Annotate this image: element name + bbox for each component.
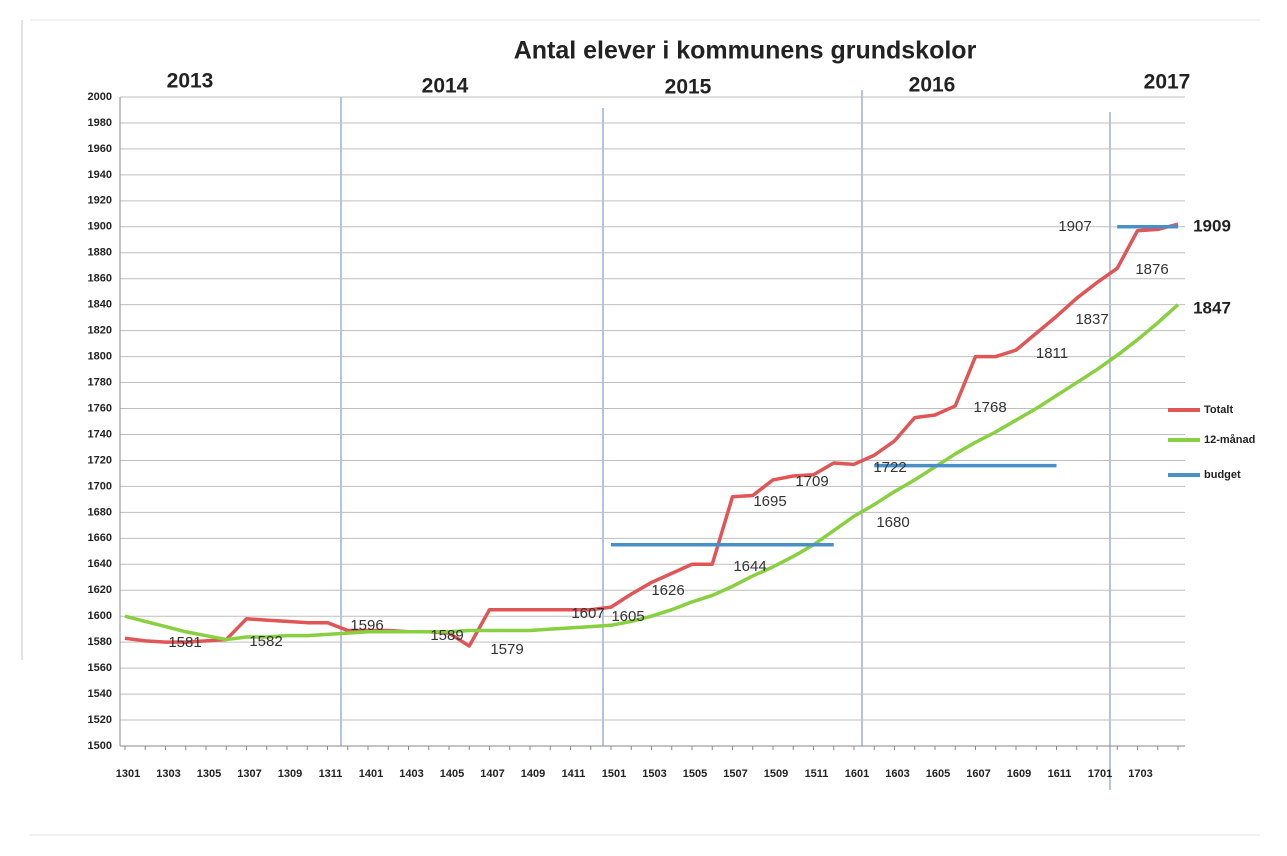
x-tick-label: 1507 bbox=[723, 768, 747, 780]
x-tick-label: 1409 bbox=[521, 768, 545, 780]
y-tick-label: 1960 bbox=[88, 143, 112, 155]
x-tick-label: 1701 bbox=[1088, 768, 1112, 780]
data-annotation: 1909 bbox=[1193, 216, 1231, 235]
data-annotation: 1626 bbox=[651, 582, 684, 599]
x-tick-label: 1405 bbox=[440, 768, 464, 780]
year-label: 2015 bbox=[665, 76, 712, 99]
data-annotation: 1581 bbox=[168, 634, 201, 651]
x-tick-label: 1501 bbox=[602, 768, 626, 780]
y-tick-label: 1620 bbox=[88, 584, 112, 596]
x-tick-label: 1605 bbox=[926, 768, 950, 780]
y-tick-label: 1740 bbox=[88, 428, 112, 440]
y-tick-label: 1580 bbox=[88, 636, 112, 648]
data-annotation: 1579 bbox=[490, 641, 523, 658]
data-annotation: 1876 bbox=[1135, 261, 1168, 278]
data-annotation: 1907 bbox=[1058, 218, 1091, 235]
x-tick-label: 1401 bbox=[359, 768, 383, 780]
y-tick-label: 1900 bbox=[88, 221, 112, 233]
data-annotation: 1680 bbox=[876, 514, 909, 531]
x-tick-label: 1305 bbox=[197, 768, 221, 780]
x-tick-label: 1607 bbox=[966, 768, 990, 780]
x-tick-label: 1611 bbox=[1048, 768, 1072, 780]
x-tick-label: 1505 bbox=[683, 768, 707, 780]
y-tick-label: 1980 bbox=[88, 117, 112, 129]
year-label: 2017 bbox=[1144, 71, 1191, 94]
data-annotation: 1607 bbox=[571, 605, 604, 622]
x-tick-label: 1403 bbox=[399, 768, 423, 780]
legend-label: 12-månad bbox=[1204, 434, 1255, 446]
x-tick-label: 1311 bbox=[319, 768, 343, 780]
x-tick-label: 1301 bbox=[116, 768, 140, 780]
y-tick-label: 1820 bbox=[88, 325, 112, 337]
x-tick-label: 1703 bbox=[1128, 768, 1152, 780]
data-annotation: 1644 bbox=[733, 558, 766, 575]
x-tick-label: 1303 bbox=[156, 768, 180, 780]
legend-label: budget bbox=[1204, 469, 1241, 481]
y-tick-label: 1680 bbox=[88, 506, 112, 518]
data-annotation: 1709 bbox=[795, 473, 828, 490]
data-annotation: 1589 bbox=[430, 627, 463, 644]
y-tick-label: 1660 bbox=[88, 532, 112, 544]
y-tick-label: 1780 bbox=[88, 376, 112, 388]
y-tick-label: 1860 bbox=[88, 273, 112, 285]
data-annotation: 1811 bbox=[1036, 345, 1068, 362]
data-annotation: 1768 bbox=[973, 399, 1006, 416]
year-separators bbox=[340, 90, 1111, 790]
y-tick-label: 1800 bbox=[88, 351, 112, 363]
chart-title: Antal elever i kommunens grundskolor bbox=[514, 37, 977, 65]
y-tick-label: 1920 bbox=[88, 195, 112, 207]
x-tick-label: 1509 bbox=[764, 768, 788, 780]
data-annotation: 1605 bbox=[611, 608, 644, 625]
x-tick-label: 1609 bbox=[1007, 768, 1031, 780]
x-tick-label: 1503 bbox=[642, 768, 666, 780]
series-line bbox=[124, 303, 1180, 642]
legend-label: Totalt bbox=[1204, 404, 1233, 416]
data-annotation: 1582 bbox=[249, 633, 282, 650]
y-tick-label: 1880 bbox=[88, 247, 112, 259]
x-tick-label: 1511 bbox=[805, 768, 829, 780]
y-tick-label: 1500 bbox=[88, 740, 112, 752]
y-tick-label: 1640 bbox=[88, 558, 112, 570]
data-annotation: 1695 bbox=[753, 493, 786, 510]
data-annotation: 1837 bbox=[1075, 311, 1108, 328]
y-tick-label: 1760 bbox=[88, 402, 112, 414]
x-tick-label: 1307 bbox=[237, 768, 261, 780]
year-label: 2014 bbox=[422, 75, 469, 98]
y-tick-label: 1520 bbox=[88, 714, 112, 726]
y-tick-label: 1720 bbox=[88, 454, 112, 466]
data-annotation: 1722 bbox=[873, 459, 906, 476]
year-label: 2013 bbox=[167, 70, 214, 93]
y-tick-label: 1840 bbox=[88, 299, 112, 311]
series-line bbox=[124, 222, 1179, 648]
y-tick-label: 1560 bbox=[88, 662, 112, 674]
y-tick-label: 1940 bbox=[88, 169, 112, 181]
x-tick-label: 1309 bbox=[278, 768, 302, 780]
y-tick-label: 1600 bbox=[88, 610, 112, 622]
x-tick-label: 1411 bbox=[562, 768, 586, 780]
x-tick-label: 1603 bbox=[885, 768, 909, 780]
x-tick-label: 1407 bbox=[480, 768, 504, 780]
year-label: 2016 bbox=[909, 74, 956, 97]
x-tick-label: 1601 bbox=[845, 768, 869, 780]
y-tick-label: 1540 bbox=[88, 688, 112, 700]
data-annotation: 1596 bbox=[350, 617, 383, 634]
series-line bbox=[611, 225, 1178, 547]
y-tick-label: 2000 bbox=[88, 91, 112, 103]
data-annotation: 1847 bbox=[1193, 298, 1231, 317]
y-tick-label: 1700 bbox=[88, 480, 112, 492]
